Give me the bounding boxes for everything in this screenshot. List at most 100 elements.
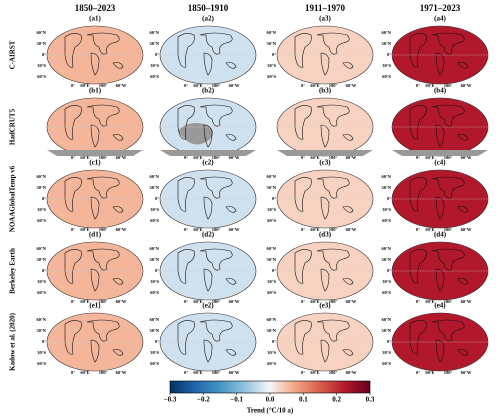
map: 60°N 30°N 0° 30°S 60°S 0° 60°E 180° 60°W bbox=[36, 241, 144, 304]
lon-label: 180° bbox=[444, 83, 453, 88]
lat-label: 30°N bbox=[36, 257, 46, 262]
lon-label: 180° bbox=[212, 155, 221, 160]
coastline bbox=[294, 32, 354, 76]
lat-label: 60°N bbox=[36, 30, 46, 35]
lon-label: 60°E bbox=[310, 155, 319, 160]
lat-label: 30°N bbox=[381, 41, 391, 46]
missing-data bbox=[160, 150, 256, 156]
lon-label: 60°W bbox=[346, 299, 357, 304]
lat-label: 60°S bbox=[37, 218, 46, 223]
lon-label: 0° bbox=[184, 83, 188, 88]
missing-data bbox=[392, 150, 488, 156]
lat-label: 60°S bbox=[150, 74, 159, 79]
lon-label: 60°W bbox=[346, 155, 357, 160]
coastline bbox=[177, 104, 237, 148]
panel-label: (c3) bbox=[319, 159, 331, 167]
lon-label: 0° bbox=[184, 370, 188, 375]
lon-label: 180° bbox=[329, 227, 338, 232]
lat-label: 60°S bbox=[382, 290, 391, 295]
row-label: Berkeley Earth bbox=[9, 248, 17, 294]
lat-label: 30°S bbox=[267, 207, 276, 212]
coastline bbox=[177, 176, 237, 220]
lat-label: 30°S bbox=[382, 350, 391, 355]
lon-label: 60°E bbox=[310, 227, 319, 232]
lat-label: 30°S bbox=[382, 207, 391, 212]
lon-label: 0° bbox=[416, 299, 420, 304]
lon-label: 0° bbox=[301, 299, 305, 304]
panel-label: (b3) bbox=[319, 87, 332, 95]
coastline bbox=[294, 176, 354, 220]
lat-label: 30°N bbox=[381, 328, 391, 333]
lat-label: 60°S bbox=[37, 290, 46, 295]
panel-label: (c4) bbox=[434, 159, 446, 167]
lon-label: 60°W bbox=[229, 83, 240, 88]
coastline bbox=[64, 248, 124, 292]
colorbar-tick-label: −0.1 bbox=[230, 396, 243, 404]
lon-label: 0° bbox=[416, 83, 420, 88]
coastline bbox=[177, 32, 237, 76]
colorbar bbox=[169, 380, 371, 394]
lon-label: 180° bbox=[212, 227, 221, 232]
colorbar-tick-label: 0.0 bbox=[266, 396, 275, 404]
lat-label: 30°S bbox=[37, 279, 46, 284]
lat-label: 0° bbox=[42, 268, 46, 273]
lat-label: 0° bbox=[155, 52, 159, 57]
lat-label: 30°S bbox=[150, 350, 159, 355]
colorbar-tick-label: −0.3 bbox=[164, 396, 177, 404]
panel-label: (d2) bbox=[202, 231, 215, 239]
lon-label: 60°E bbox=[193, 370, 202, 375]
lon-label: 180° bbox=[444, 155, 453, 160]
lat-label: 30°N bbox=[36, 328, 46, 333]
coastline bbox=[294, 104, 354, 148]
map: 60°N 30°N 0° 30°S 60°S 0° 60°E 180° 60°W bbox=[381, 312, 489, 375]
lon-label: 0° bbox=[301, 155, 305, 160]
coastline bbox=[409, 32, 469, 76]
coastline bbox=[177, 319, 237, 363]
lat-label: 0° bbox=[387, 196, 391, 201]
lon-label: 60°E bbox=[310, 370, 319, 375]
column-title: 1911–1970 bbox=[305, 3, 346, 13]
panel-label: (a4) bbox=[434, 15, 446, 23]
lon-label: 180° bbox=[329, 155, 338, 160]
lat-label: 60°S bbox=[150, 361, 159, 366]
lon-label: 60°W bbox=[116, 227, 127, 232]
panel-label: (a3) bbox=[319, 15, 331, 23]
column-title: 1850–2023 bbox=[75, 3, 116, 13]
lon-label: 180° bbox=[444, 227, 453, 232]
coastline bbox=[64, 32, 124, 76]
lon-label: 0° bbox=[301, 227, 305, 232]
lat-label: 30°S bbox=[37, 63, 46, 68]
map: 60°N 30°N 0° 30°S 60°S 0° 60°E 180° 60°W bbox=[266, 169, 374, 232]
lon-label: 60°W bbox=[229, 370, 240, 375]
colorbar-tick-label: 0.2 bbox=[332, 396, 341, 404]
lat-label: 30°N bbox=[149, 41, 159, 46]
colorbar-tick-label: 0.1 bbox=[299, 396, 308, 404]
row-label: HadCRUT5 bbox=[9, 108, 17, 145]
map: 0° 60°E 180° 60°W bbox=[276, 97, 374, 160]
coastline bbox=[64, 319, 124, 363]
lat-label: 0° bbox=[155, 339, 159, 344]
coastline bbox=[177, 248, 237, 292]
lat-label: 60°N bbox=[381, 30, 391, 35]
lon-label: 0° bbox=[71, 227, 75, 232]
lat-label: 60°S bbox=[267, 218, 276, 223]
lon-label: 60°W bbox=[116, 370, 127, 375]
panel-label: (a1) bbox=[89, 15, 101, 23]
lon-label: 180° bbox=[329, 370, 338, 375]
map: 60°N 30°N 0° 30°S 60°S 0° 60°E 180° 60°W bbox=[266, 241, 374, 304]
lat-label: 30°S bbox=[267, 350, 276, 355]
lat-label: 0° bbox=[42, 339, 46, 344]
lon-label: 60°E bbox=[425, 370, 434, 375]
lat-label: 60°S bbox=[37, 74, 46, 79]
map: 60°N 30°N 0° 30°S 60°S 0° 60°E 180° 60°W bbox=[381, 169, 489, 232]
panel-label: (c1) bbox=[89, 159, 101, 167]
lat-label: 60°N bbox=[36, 246, 46, 251]
map: 60°N 30°N 0° 30°S 60°S 0° 60°E 180° 60°W bbox=[266, 312, 374, 375]
lat-label: 60°N bbox=[381, 246, 391, 251]
lon-label: 60°E bbox=[425, 299, 434, 304]
lon-label: 60°E bbox=[80, 299, 89, 304]
lat-label: 60°N bbox=[149, 246, 159, 251]
panel-label: (c2) bbox=[202, 159, 214, 167]
lon-label: 180° bbox=[99, 155, 108, 160]
